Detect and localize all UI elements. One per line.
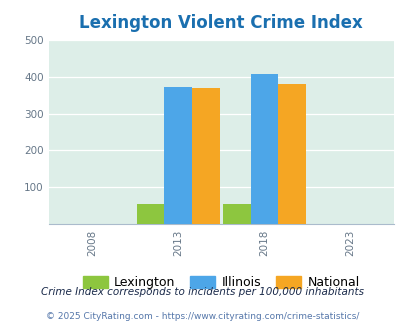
Legend: Lexington, Illinois, National: Lexington, Illinois, National: [78, 271, 364, 294]
Bar: [192, 88, 219, 224]
Bar: [222, 204, 250, 224]
Bar: [164, 86, 192, 224]
Text: © 2025 CityRating.com - https://www.cityrating.com/crime-statistics/: © 2025 CityRating.com - https://www.city…: [46, 312, 359, 321]
Bar: [250, 74, 277, 224]
Bar: [277, 83, 305, 224]
Title: Lexington Violent Crime Index: Lexington Violent Crime Index: [79, 15, 362, 32]
Text: Crime Index corresponds to incidents per 100,000 inhabitants: Crime Index corresponds to incidents per…: [41, 287, 364, 297]
Bar: [136, 204, 164, 224]
